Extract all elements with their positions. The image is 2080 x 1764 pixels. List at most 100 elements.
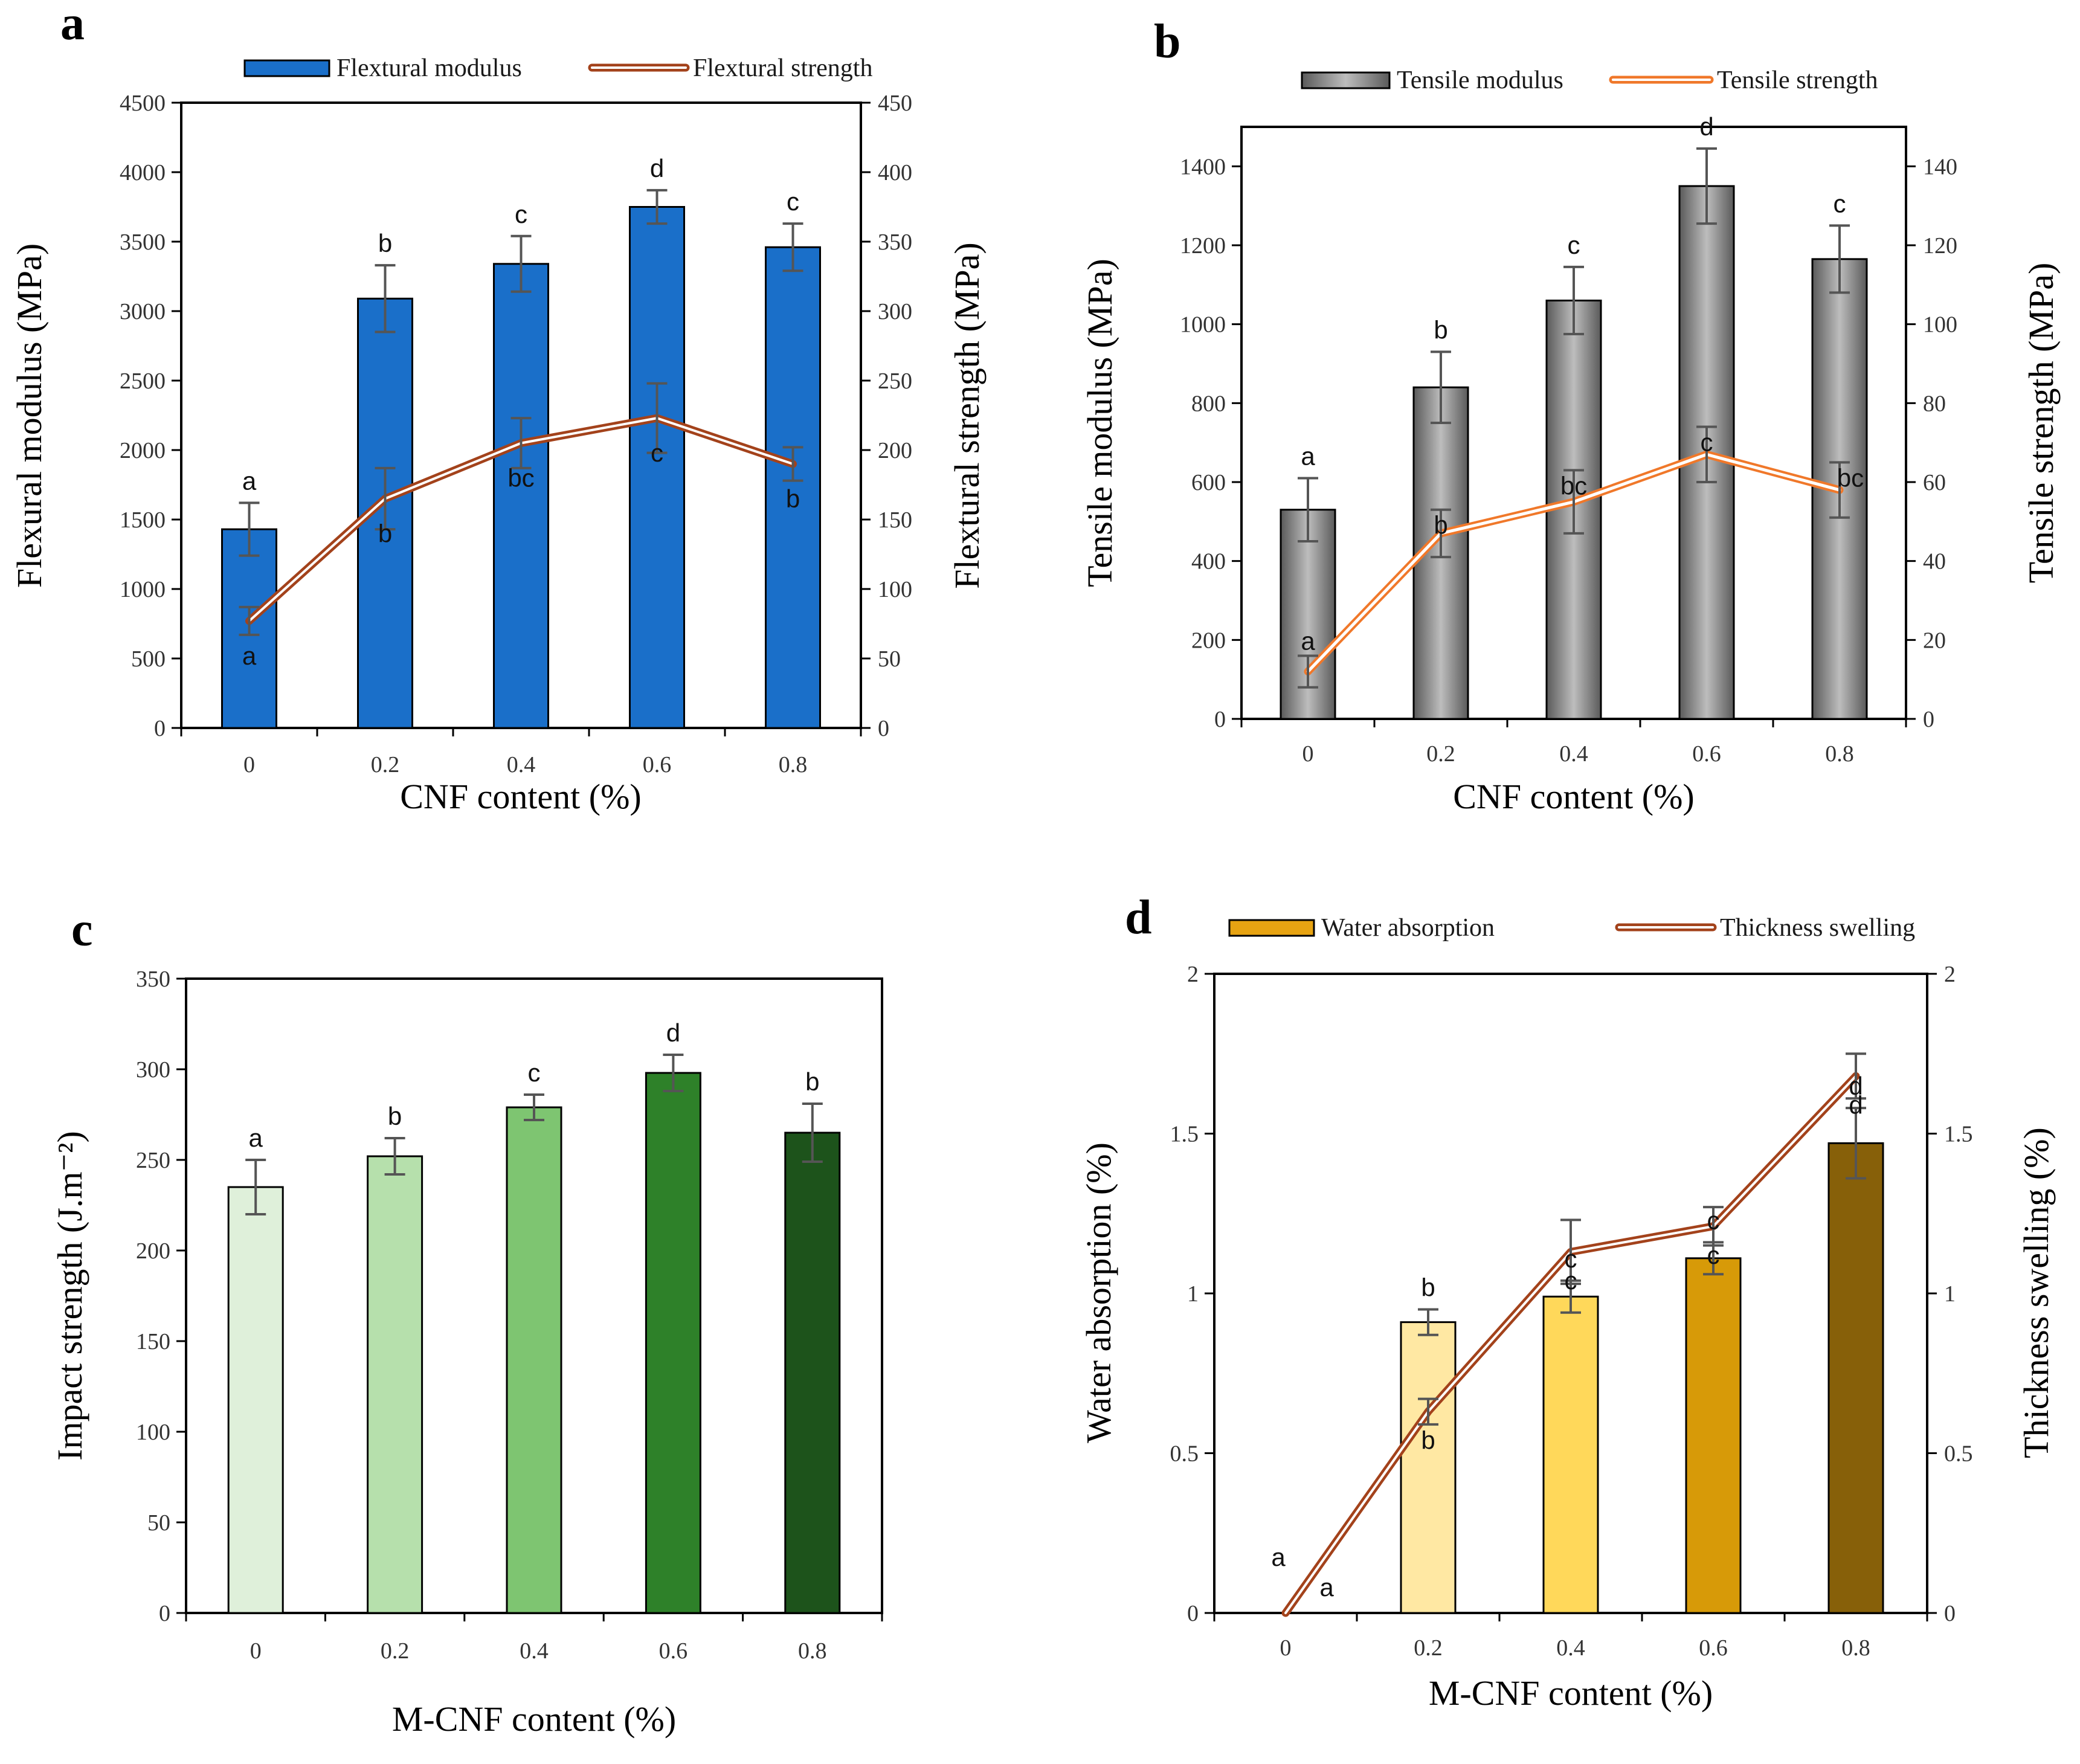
legend-swatch-bar xyxy=(243,59,330,77)
y-tick-label: 1500 xyxy=(120,507,166,533)
significance-letter: b xyxy=(786,484,800,513)
x-tick-label: 0 xyxy=(1302,741,1314,767)
x-tick-label: 0 xyxy=(250,1638,262,1664)
chart-panel-d: d 0 0.5 1 1.5 2 0 0.5 1 1.5 2 0 0.2 0.4 0.6 0.8 Water ab… xyxy=(1079,891,2056,1713)
x-tick-label: 0.8 xyxy=(1841,1635,1870,1661)
significance-letter: d xyxy=(1849,1090,1863,1119)
bar xyxy=(493,263,549,729)
y-tick-label: 250 xyxy=(136,1148,170,1173)
panel-label: d xyxy=(1125,891,1152,944)
significance-letter: d xyxy=(1699,112,1713,141)
y2-tick-label: 0 xyxy=(1944,1601,1956,1626)
significance-letter: b xyxy=(1434,315,1447,344)
bar xyxy=(765,246,821,729)
x-tick-label: 0.8 xyxy=(779,752,808,777)
x-tick-label: 0.6 xyxy=(1699,1635,1728,1661)
y-axis-title: Tensile modulus (MPa) xyxy=(1080,259,1119,587)
x-tick-label: 0.6 xyxy=(659,1638,688,1664)
significance-letter: b xyxy=(1421,1273,1435,1301)
significance-letter: a xyxy=(249,1124,263,1152)
significance-letter: bc xyxy=(507,464,534,492)
y-tick-label: 200 xyxy=(1191,628,1226,653)
x-tick-label: 0.8 xyxy=(798,1638,827,1664)
y2-tick-label: 1.5 xyxy=(1944,1122,1973,1147)
y-tick-label: 1400 xyxy=(1180,154,1226,179)
y-tick-label: 600 xyxy=(1191,470,1226,495)
significance-letter: bc xyxy=(1560,471,1587,500)
chart-panel-c: c 0 50 100 150 200 250 300 350 0 0.2 0.4 0.6 0.8 Impac… xyxy=(50,903,883,1739)
y2-tick-label: 300 xyxy=(878,299,912,324)
y2-tick-label: 350 xyxy=(878,230,912,255)
significance-letter: b xyxy=(805,1067,819,1096)
legend-label: Thickness swelling xyxy=(1720,914,1915,942)
y-tick-label: 3000 xyxy=(120,299,166,324)
legend-label: Flextural modulus xyxy=(336,54,522,82)
legend-swatch-bar xyxy=(1301,71,1391,89)
x-tick-label: 0.4 xyxy=(1556,1635,1585,1661)
significance-letter: b xyxy=(1421,1426,1435,1455)
x-tick-label: 0.8 xyxy=(1825,741,1854,767)
y-tick-label: 400 xyxy=(1191,549,1226,575)
y-tick-label: 800 xyxy=(1191,391,1226,416)
significance-letter: d xyxy=(666,1019,680,1047)
y-tick-label: 0.5 xyxy=(1170,1441,1199,1467)
x-tick-label: 0.4 xyxy=(1559,741,1588,767)
y2-tick-label: 200 xyxy=(878,438,912,463)
significance-letter: c xyxy=(1565,1244,1577,1273)
bar xyxy=(1685,1257,1742,1614)
significance-letter: c xyxy=(1565,1266,1577,1295)
significance-letter: c xyxy=(1701,428,1713,457)
y2-tick-label: 0.5 xyxy=(1944,1441,1973,1467)
panel-label: c xyxy=(71,903,93,956)
y-tick-label: 1.5 xyxy=(1170,1122,1199,1147)
x-tick-label: 0.4 xyxy=(520,1638,549,1664)
bar xyxy=(645,1072,701,1614)
x-axis-title: M-CNF content (%) xyxy=(392,1699,676,1739)
y2-axis-title: Tensile strength (MPa) xyxy=(2021,263,2061,584)
significance-letter: bc xyxy=(1837,463,1864,492)
significance-letter: c xyxy=(651,439,663,467)
y2-tick-label: 80 xyxy=(1923,391,1946,416)
y-axis-title: Flexural modulus (MPa) xyxy=(10,243,49,588)
y2-tick-label: 1 xyxy=(1944,1281,1956,1307)
y2-tick-label: 60 xyxy=(1923,470,1946,495)
legend-label: Tensile modulus xyxy=(1397,66,1563,94)
y2-tick-label: 100 xyxy=(1923,312,1957,338)
significance-letter: c xyxy=(528,1058,541,1087)
bar xyxy=(1542,1295,1599,1614)
significance-letter: a xyxy=(1271,1543,1286,1571)
significance-letter: c xyxy=(1834,189,1846,217)
y-tick-label: 50 xyxy=(147,1510,170,1536)
panel-label: b xyxy=(1154,15,1181,68)
y2-tick-label: 120 xyxy=(1923,233,1957,259)
y-tick-label: 2000 xyxy=(120,438,166,463)
y2-tick-label: 20 xyxy=(1923,628,1946,653)
panel-label: a xyxy=(60,0,85,50)
bar xyxy=(1400,1321,1457,1614)
chart-panel-b: b020040060080010001200140002040608010012… xyxy=(1080,15,2061,816)
y-tick-label: 0 xyxy=(1187,1601,1199,1626)
x-tick-label: 0.4 xyxy=(507,752,536,777)
significance-letter: c xyxy=(787,187,799,216)
legend-label: Flextural strength xyxy=(693,54,872,82)
y-tick-label: 200 xyxy=(136,1238,170,1264)
significance-letter: a xyxy=(1301,627,1315,655)
significance-letter: b xyxy=(388,1102,402,1130)
bar xyxy=(227,1186,284,1614)
y-axis-title: Impact strength (J.m⁻²) xyxy=(50,1131,89,1461)
y2-tick-label: 0 xyxy=(878,716,889,741)
y-tick-label: 150 xyxy=(136,1329,170,1354)
legend-swatch-bar xyxy=(1228,919,1315,937)
x-tick-label: 0 xyxy=(1280,1635,1292,1661)
y2-axis-title: Thickness swelling (%) xyxy=(2017,1127,2056,1458)
y-tick-label: 4000 xyxy=(120,160,166,185)
y-tick-label: 0 xyxy=(159,1601,170,1626)
y-tick-label: 300 xyxy=(136,1057,170,1083)
significance-letter: b xyxy=(378,520,392,548)
chart-panel-a: a050010001500200025003000350040004500050… xyxy=(10,0,987,816)
legend-label: Water absorption xyxy=(1321,914,1495,942)
bar xyxy=(1827,1142,1884,1614)
significance-letter: c xyxy=(1707,1241,1720,1269)
x-tick-label: 0.6 xyxy=(1692,741,1721,767)
